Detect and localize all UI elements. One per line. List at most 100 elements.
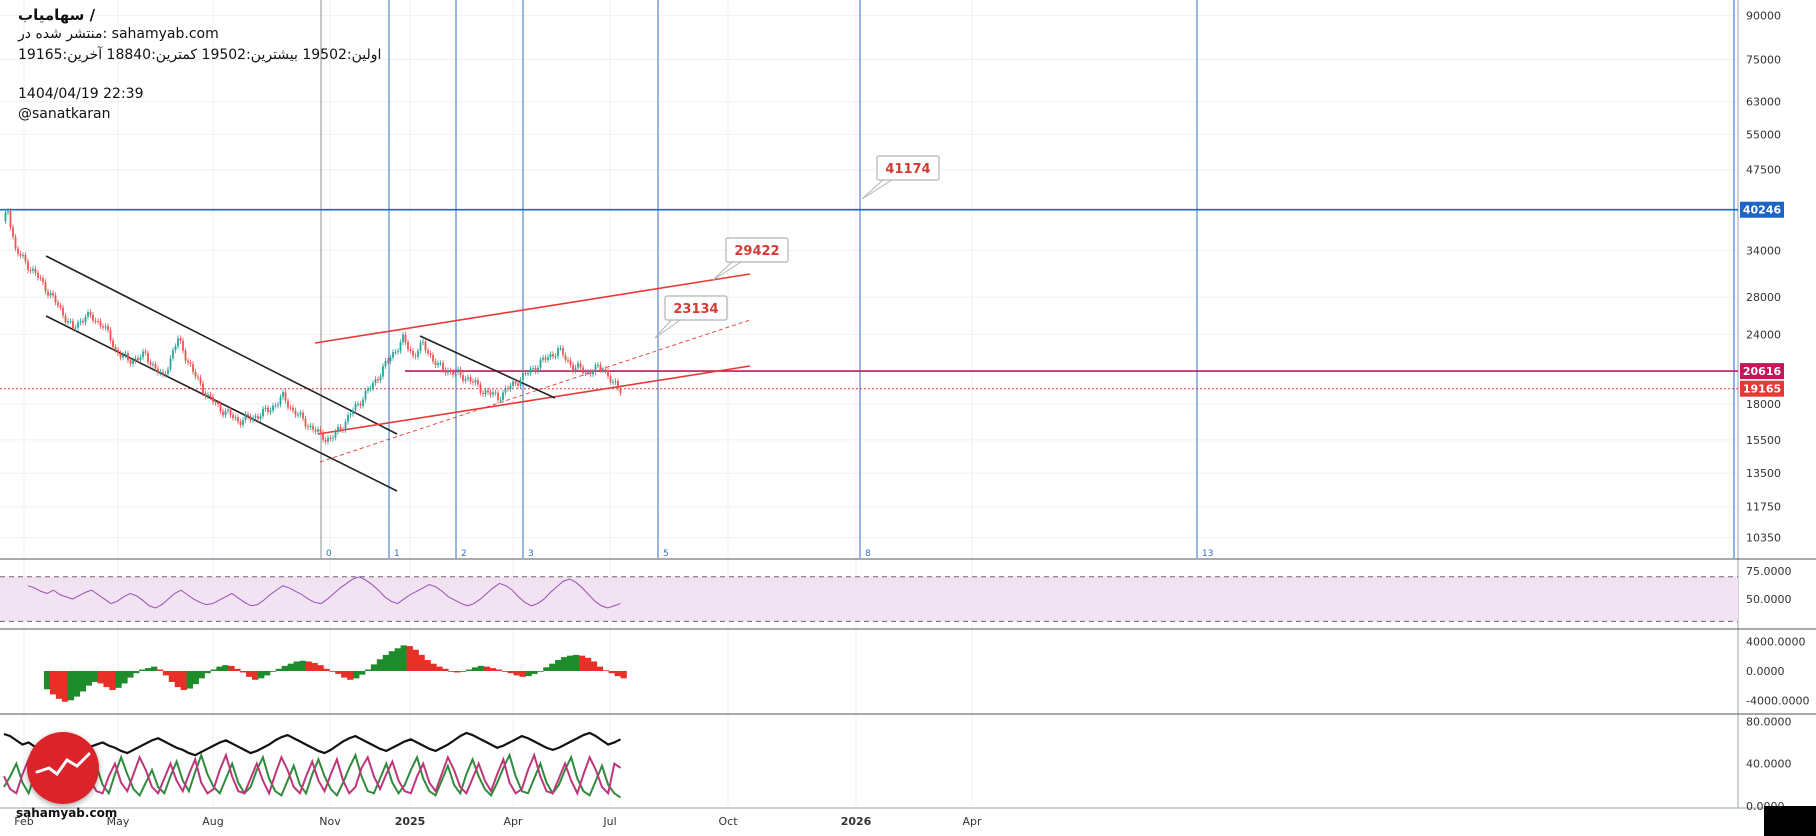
candle-body <box>127 353 129 361</box>
candle-body <box>157 368 159 373</box>
macd-bar <box>127 671 134 678</box>
macd-bar <box>133 671 140 674</box>
macd-bar <box>275 668 283 671</box>
candle-body <box>92 314 94 321</box>
candle-body <box>492 392 494 395</box>
candle-body <box>12 227 14 237</box>
candle-body <box>324 439 327 442</box>
price-axis-label: 90000 <box>1746 10 1781 23</box>
macd-bar <box>364 669 372 671</box>
time-axis-label: Jul <box>602 815 616 828</box>
candle-body <box>209 394 212 397</box>
macd-bar <box>555 660 562 671</box>
candle-body <box>409 349 412 352</box>
candle-body <box>189 362 192 364</box>
macd-bar <box>424 660 431 671</box>
candle-body <box>282 392 284 397</box>
candle-body <box>604 369 607 371</box>
candle-body <box>419 342 422 352</box>
macd-bar <box>61 671 69 702</box>
candle-body <box>84 316 87 323</box>
candle-body <box>19 253 22 256</box>
corner-box <box>1764 806 1816 836</box>
candle-body <box>87 312 89 317</box>
candle-body <box>302 412 304 419</box>
candle-body <box>589 372 592 375</box>
candle-body <box>29 270 32 272</box>
candle-body <box>164 373 167 375</box>
candle-body <box>584 372 587 374</box>
sahamyab-logo <box>27 732 99 804</box>
fib-time-label: 2 <box>461 549 467 559</box>
candle-body <box>332 437 334 439</box>
macd-bar <box>436 666 443 671</box>
macd-bar <box>430 663 437 671</box>
candle-body <box>297 414 299 416</box>
candle-body <box>174 346 177 351</box>
candle-body <box>122 355 124 358</box>
macd-bar <box>305 661 312 671</box>
candle-body <box>607 370 609 377</box>
candle-body <box>379 376 382 381</box>
candle-body <box>407 342 409 350</box>
candle-body <box>262 408 264 417</box>
macd-bar <box>156 669 164 671</box>
candle-body <box>202 383 204 394</box>
macd-bar <box>85 671 92 686</box>
candle-body <box>404 334 407 343</box>
candle-body <box>462 375 464 381</box>
candle-body <box>24 255 27 262</box>
macd-bar <box>406 646 413 671</box>
candle-body <box>504 388 507 393</box>
candle-body <box>49 292 52 296</box>
price-level-badge <box>1740 363 1784 380</box>
logo-mark-icon <box>35 752 91 777</box>
candle-body <box>509 385 512 389</box>
macd-bar <box>234 668 241 671</box>
candle-body <box>124 353 127 356</box>
candle-body <box>249 416 252 420</box>
candle-body <box>57 302 59 306</box>
macd-bar <box>448 671 455 672</box>
candle-body <box>557 348 559 356</box>
price-axis-label: 11750 <box>1746 501 1781 514</box>
candle-body <box>399 342 402 352</box>
macd-bar <box>192 671 199 685</box>
candle-body <box>94 320 97 322</box>
macd-histogram <box>44 645 627 702</box>
candle-body <box>312 425 314 430</box>
candle-body <box>494 392 497 394</box>
macd-bar <box>543 667 550 671</box>
candle-body <box>394 352 397 354</box>
candle-body <box>292 407 294 411</box>
candle-body <box>534 367 537 372</box>
candle-body <box>564 355 567 360</box>
macd-bar <box>109 671 116 691</box>
macd-bar <box>44 671 51 690</box>
candle-body <box>257 416 259 419</box>
candle-body <box>254 416 257 418</box>
candle-body <box>77 322 79 328</box>
publish-datetime: 1404/04/19 22:39 <box>18 86 144 102</box>
price-axis-label: 28000 <box>1746 291 1781 304</box>
macd-bar <box>281 665 289 671</box>
macd-bar <box>299 660 306 671</box>
candle-body <box>422 341 424 343</box>
dmi-line <box>3 752 622 796</box>
macd-bar <box>567 655 574 671</box>
macd-bar <box>465 669 473 671</box>
candle-body <box>377 379 379 381</box>
rsi-axis-label: 75.0000 <box>1746 565 1792 578</box>
candle-body <box>239 421 242 425</box>
candle-body <box>32 268 34 271</box>
candle-body <box>272 405 274 411</box>
candle-body <box>342 429 344 431</box>
candle-body <box>7 211 9 213</box>
candle-body <box>37 273 39 278</box>
macd-bar <box>55 671 63 699</box>
candle-body <box>499 399 502 401</box>
candle-body <box>152 364 154 366</box>
candle-body <box>354 404 357 411</box>
candle-body <box>137 358 139 360</box>
